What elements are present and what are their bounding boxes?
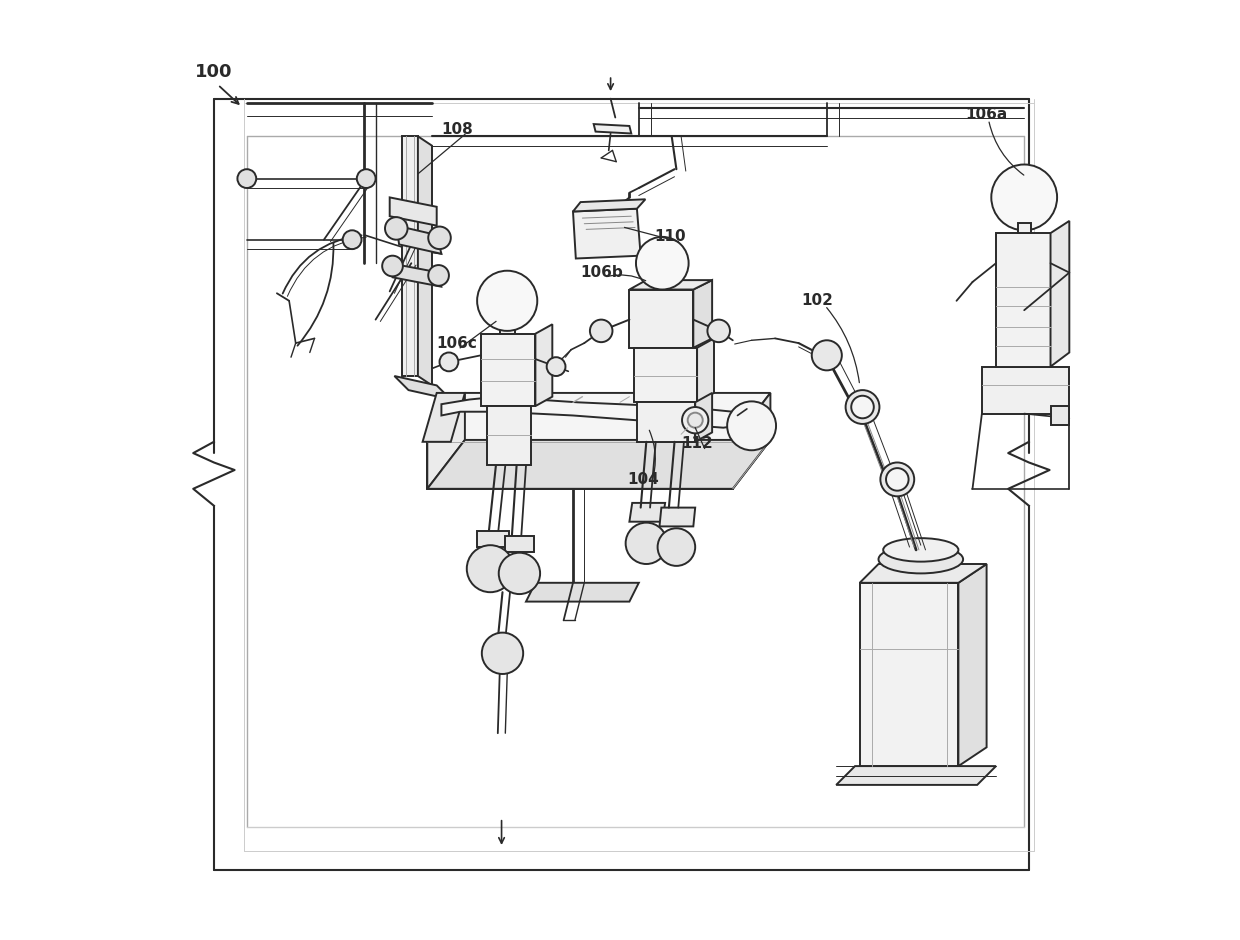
Polygon shape — [996, 233, 1050, 367]
Text: 112: 112 — [681, 436, 713, 451]
Polygon shape — [697, 338, 714, 402]
Text: 104: 104 — [627, 472, 660, 487]
Polygon shape — [389, 197, 436, 226]
Circle shape — [851, 396, 874, 418]
Circle shape — [547, 357, 565, 376]
Polygon shape — [982, 367, 1069, 414]
Polygon shape — [1050, 406, 1069, 425]
Polygon shape — [500, 321, 515, 334]
Polygon shape — [1018, 223, 1030, 233]
Circle shape — [237, 169, 257, 188]
Polygon shape — [634, 348, 697, 402]
Polygon shape — [637, 402, 696, 442]
Polygon shape — [573, 209, 641, 258]
Polygon shape — [536, 324, 552, 406]
Circle shape — [626, 523, 667, 564]
Circle shape — [707, 320, 730, 342]
Polygon shape — [959, 564, 987, 766]
Polygon shape — [630, 290, 693, 348]
Circle shape — [498, 553, 541, 594]
Polygon shape — [394, 376, 451, 399]
Circle shape — [657, 528, 696, 566]
Circle shape — [682, 407, 708, 433]
Polygon shape — [477, 531, 510, 547]
Text: 106c: 106c — [436, 336, 477, 351]
Circle shape — [482, 633, 523, 674]
Polygon shape — [630, 503, 665, 522]
Polygon shape — [428, 393, 770, 442]
Circle shape — [590, 320, 613, 342]
Circle shape — [382, 256, 403, 276]
Polygon shape — [418, 136, 432, 385]
Text: 106a: 106a — [965, 107, 1007, 122]
Circle shape — [466, 545, 513, 592]
Polygon shape — [428, 393, 465, 489]
Circle shape — [439, 352, 459, 371]
Ellipse shape — [878, 545, 963, 573]
Circle shape — [342, 230, 362, 249]
Circle shape — [846, 390, 879, 424]
Polygon shape — [526, 583, 639, 602]
Polygon shape — [441, 397, 746, 428]
Polygon shape — [573, 199, 645, 212]
Text: 102: 102 — [801, 293, 833, 308]
Circle shape — [880, 462, 914, 496]
Polygon shape — [594, 124, 631, 133]
Polygon shape — [486, 406, 531, 465]
Circle shape — [991, 164, 1056, 230]
Polygon shape — [481, 334, 536, 406]
Circle shape — [887, 468, 909, 491]
Circle shape — [688, 413, 703, 428]
Polygon shape — [859, 564, 987, 583]
Text: 106b: 106b — [580, 265, 624, 280]
Polygon shape — [1050, 221, 1069, 367]
Polygon shape — [836, 766, 996, 785]
Polygon shape — [428, 442, 733, 489]
Circle shape — [428, 227, 451, 249]
Text: 108: 108 — [441, 122, 474, 137]
Polygon shape — [397, 226, 441, 254]
Polygon shape — [423, 393, 465, 442]
Circle shape — [636, 237, 688, 290]
Circle shape — [384, 217, 408, 240]
Polygon shape — [389, 263, 441, 287]
Polygon shape — [859, 583, 959, 766]
Polygon shape — [630, 280, 712, 290]
Polygon shape — [660, 508, 696, 526]
Ellipse shape — [883, 538, 959, 562]
Polygon shape — [733, 393, 770, 489]
Text: 100: 100 — [195, 63, 233, 81]
Polygon shape — [655, 282, 670, 291]
Polygon shape — [428, 440, 770, 489]
Polygon shape — [693, 280, 712, 348]
Polygon shape — [402, 136, 418, 376]
Text: 110: 110 — [655, 229, 687, 244]
Circle shape — [357, 169, 376, 188]
Circle shape — [477, 271, 537, 331]
Polygon shape — [506, 536, 533, 552]
Polygon shape — [696, 393, 712, 442]
Circle shape — [727, 401, 776, 450]
Circle shape — [428, 265, 449, 286]
Circle shape — [812, 340, 842, 370]
